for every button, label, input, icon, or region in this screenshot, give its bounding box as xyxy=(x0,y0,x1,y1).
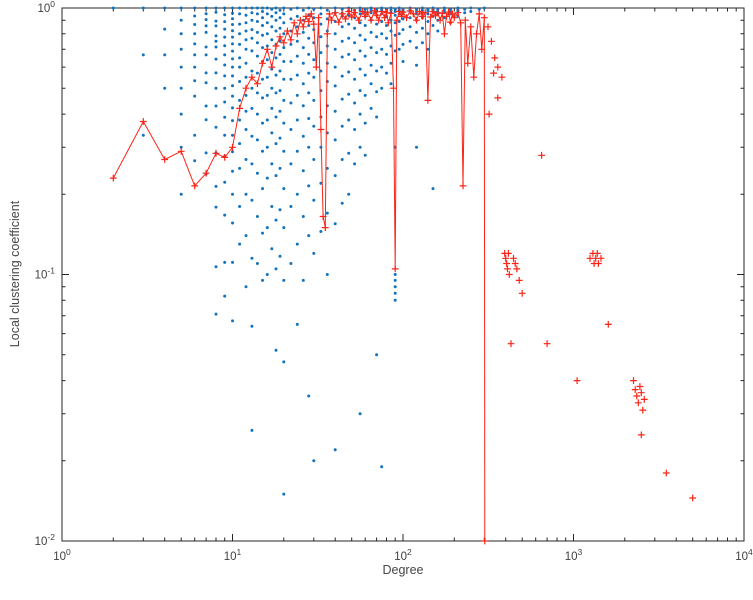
y-tick-label: 100 xyxy=(37,0,55,15)
x-axis-label: Degree xyxy=(382,563,424,577)
x-tick-label: 102 xyxy=(394,547,412,563)
y-axis-label: Local clustering coefficient xyxy=(8,200,22,348)
red-line xyxy=(112,9,486,542)
x-tick-label: 103 xyxy=(565,547,583,563)
x-tick-label: 100 xyxy=(53,547,71,563)
tick-labels: 100 101 102 103 104 100 10-1 10-2 xyxy=(35,0,753,563)
blue-scatter-points xyxy=(111,6,486,496)
red-plus-markers xyxy=(109,7,697,545)
y-tick-label: 10-1 xyxy=(35,266,56,282)
y-tick-label: 10-2 xyxy=(35,532,56,548)
x-tick-label: 104 xyxy=(735,547,753,563)
x-tick-label: 101 xyxy=(224,547,242,563)
